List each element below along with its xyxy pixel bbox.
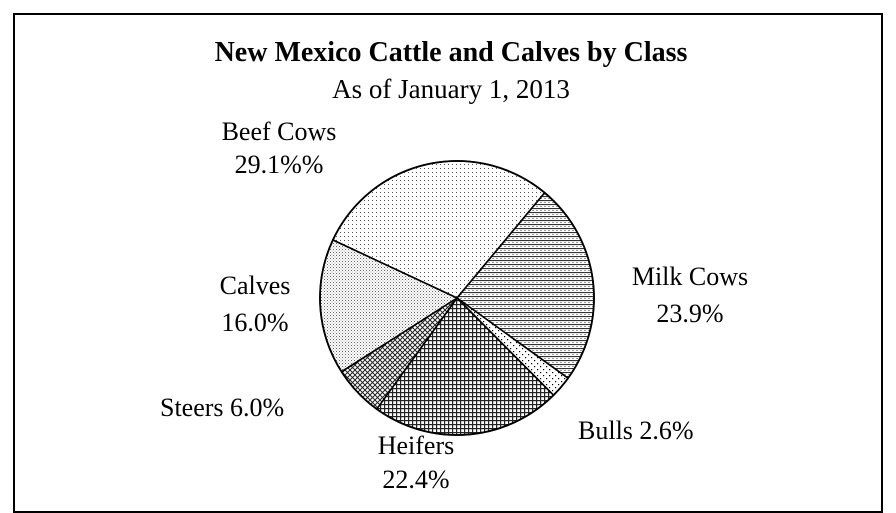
pie-chart: New Mexico Cattle and Calves by Class As… (160, 37, 748, 494)
slice-value-milk-cows: 23.9% (656, 299, 723, 328)
slice-label-calves: Calves (220, 271, 291, 300)
slice-label-beef-cows: Beef Cows (222, 117, 337, 146)
slice-label-heifers: Heifers (378, 431, 455, 460)
slice-label-bulls: Bulls 2.6% (578, 416, 694, 445)
slice-value-heifers: 22.4% (382, 465, 449, 494)
slice-value-calves: 16.0% (221, 308, 288, 337)
slice-label-milk-cows: Milk Cows (632, 262, 748, 291)
slice-labels: Beef Cows 29.1%% Milk Cows 23.9% Bulls 2.6% H… (160, 117, 748, 494)
chart-subtitle: As of January 1, 2013 (332, 74, 570, 104)
slice-label-steers: Steers 6.0% (160, 393, 284, 422)
chart-title: New Mexico Cattle and Calves by Class (215, 37, 688, 68)
slice-value-beef-cows: 29.1%% (235, 150, 324, 179)
pie-outline (319, 160, 595, 436)
pie-slices (319, 160, 595, 436)
